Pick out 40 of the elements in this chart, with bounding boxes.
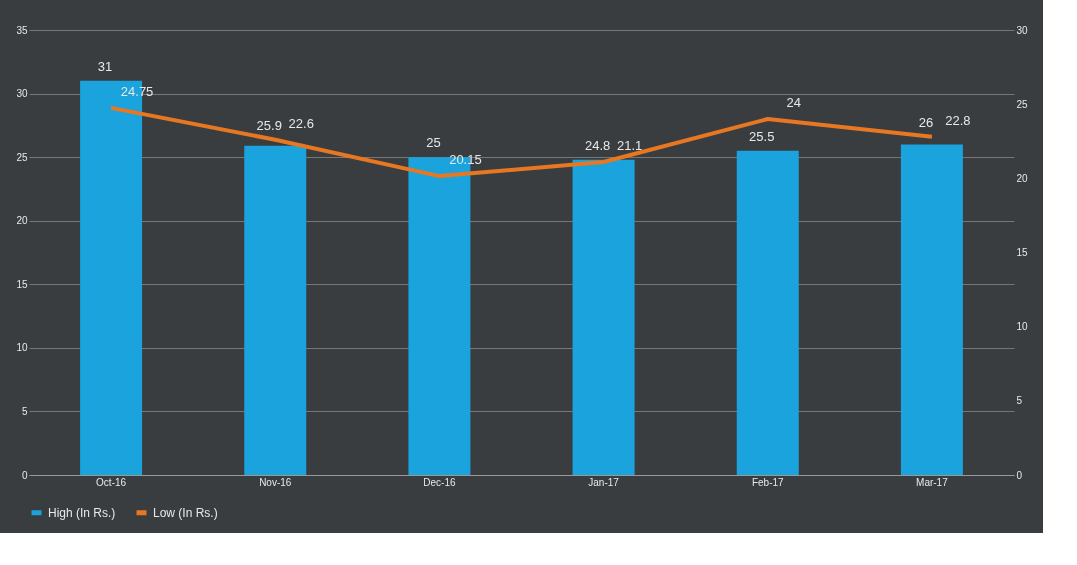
y2-tick-label: 25 <box>1016 98 1029 110</box>
y2-tick-label: 30 <box>1016 24 1029 36</box>
data-label: 25 <box>426 135 441 151</box>
data-label: 24.8 <box>584 137 611 153</box>
x-tick-label: Mar-17 <box>916 476 949 488</box>
data-label: 22.8 <box>945 112 971 128</box>
y2-tick-label: 0 <box>1016 469 1023 481</box>
data-label: 24 <box>786 95 801 110</box>
x-tick-label: Nov-16 <box>259 476 292 488</box>
data-label: 20.15 <box>449 152 482 168</box>
legend-label: High (In Rs.) <box>48 505 116 520</box>
y2-tick-label: 10 <box>1016 321 1029 333</box>
y-tick-label: 15 <box>16 278 28 290</box>
data-label: 22.6 <box>288 115 314 131</box>
bar <box>900 144 963 475</box>
bar <box>244 145 307 475</box>
data-label: 24.75 <box>120 83 154 99</box>
data-label: 26 <box>918 114 934 130</box>
y-tick-label: 35 <box>16 24 28 36</box>
legend-label: Low (In Rs.) <box>153 505 218 520</box>
y-tick-label: 20 <box>16 215 28 227</box>
y2-tick-label: 20 <box>1016 172 1029 184</box>
data-label: 31 <box>97 58 113 74</box>
y-tick-label: 30 <box>16 88 28 100</box>
y2-tick-label: 5 <box>1016 395 1023 407</box>
y-tick-label: 10 <box>16 342 28 354</box>
y-tick-label: 0 <box>21 469 28 481</box>
y-tick-label: 25 <box>16 151 28 163</box>
x-tick-label: Oct-16 <box>96 476 127 488</box>
bar <box>572 159 635 475</box>
x-tick-label: Dec-16 <box>423 476 456 488</box>
data-label: 25.9 <box>256 117 282 133</box>
x-tick-label: Feb-17 <box>751 476 785 488</box>
data-label: 25.5 <box>749 128 775 144</box>
y2-tick-label: 15 <box>1016 247 1029 258</box>
x-tick-label: Jan-17 <box>588 476 620 488</box>
data-label: 21.1 <box>616 138 643 154</box>
bar <box>736 150 799 475</box>
y-tick-label: 5 <box>21 405 28 417</box>
line-series <box>109 105 934 179</box>
